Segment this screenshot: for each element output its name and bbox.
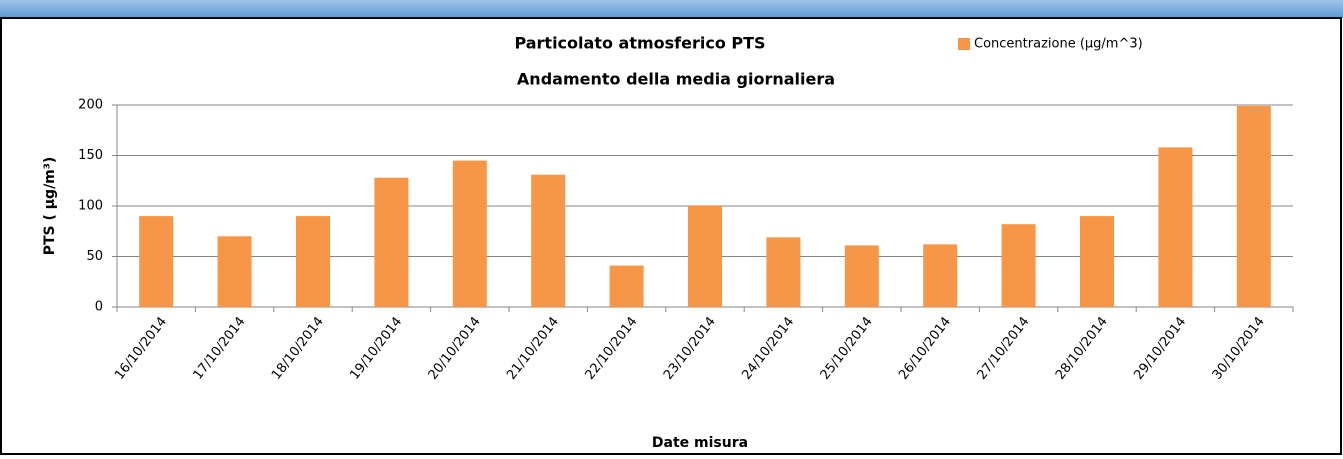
bar bbox=[688, 206, 722, 307]
bar bbox=[1080, 216, 1114, 307]
bar bbox=[296, 216, 330, 307]
chart-title: Particolato atmosferico PTS bbox=[514, 34, 765, 53]
y-tick-label: 0 bbox=[95, 300, 103, 315]
bar bbox=[609, 265, 644, 307]
legend-swatch bbox=[958, 38, 970, 50]
y-tick-label: 50 bbox=[86, 249, 103, 264]
bar bbox=[452, 160, 487, 307]
bar bbox=[217, 236, 252, 307]
chart-frame bbox=[0, 17, 1342, 455]
bar bbox=[374, 177, 409, 307]
bar bbox=[139, 216, 174, 307]
chart-subtitle: Andamento della media giornaliera bbox=[517, 70, 835, 89]
bar bbox=[766, 237, 801, 307]
header-bar bbox=[0, 0, 1343, 18]
x-axis-label: Date misura bbox=[652, 435, 748, 451]
bar bbox=[923, 244, 958, 307]
y-tick-label: 150 bbox=[78, 148, 103, 163]
y-tick-label: 200 bbox=[78, 98, 103, 113]
bar bbox=[1236, 106, 1271, 307]
bar bbox=[531, 174, 566, 307]
y-tick-label: 100 bbox=[78, 199, 103, 214]
bar bbox=[1001, 224, 1036, 307]
legend-label: Concentrazione (µg/m^3) bbox=[974, 37, 1143, 52]
bar bbox=[844, 245, 879, 307]
y-axis-label: PTS ( µg/m³) bbox=[42, 157, 58, 256]
bar bbox=[1158, 147, 1193, 307]
